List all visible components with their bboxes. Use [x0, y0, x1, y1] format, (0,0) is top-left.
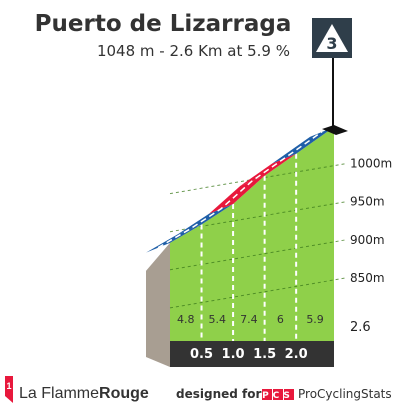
climb-title: Puerto de Lizarraga	[35, 11, 292, 37]
profile-area-polygon	[170, 127, 334, 341]
gradient-segment	[146, 224, 202, 253]
gradient-label: 6	[277, 313, 284, 326]
y-tick-label: 950m	[350, 195, 385, 209]
pcs-logo-letters: PCS	[262, 391, 294, 401]
profile-side-polygon	[146, 242, 170, 367]
y-tick-label: 1000m	[350, 157, 392, 171]
climb-subtitle: 1048 m - 2.6 Km at 5.9 %	[97, 42, 290, 60]
gradient-label: 4.8	[177, 313, 195, 326]
profile-area	[170, 127, 334, 341]
summit-cap	[322, 125, 348, 136]
distance-bar	[170, 341, 334, 367]
x-tick-label: 2.0	[285, 347, 308, 362]
laflammerouge-logo: 1	[5, 376, 13, 403]
gradient-label: 5.9	[306, 313, 324, 326]
km-dividers	[200, 153, 298, 341]
gradient-label: 5.4	[209, 313, 227, 326]
x-tick-label: 1.0	[222, 347, 245, 362]
pcs-name: ProCyclingStats	[298, 387, 392, 401]
route-centerline	[157, 131, 323, 249]
pcs-logo: PCS	[262, 389, 294, 401]
brand-suffix: Rouge	[99, 385, 149, 402]
x-tick-label: 0.5	[190, 347, 213, 362]
gradient-segment	[272, 127, 334, 164]
gradient-band	[146, 125, 348, 253]
profile-side-face	[146, 242, 170, 367]
x-tick-label: 1.5	[253, 347, 276, 362]
y-tick-label: 900m	[350, 233, 385, 247]
designed-for-text: designed for	[176, 387, 261, 401]
brand-name: La FlammeRouge	[19, 385, 149, 402]
distance-base	[170, 341, 334, 367]
gradient-label: 7.4	[240, 313, 258, 326]
svg-text:1: 1	[6, 381, 11, 391]
y-tick-label: 850m	[350, 271, 385, 285]
category-badge: 3	[312, 18, 352, 58]
chart-labels: 850m 900m 950m 1000m 4.8 5.4 7.4 6 5.9 0.5 1.0 1.5 2…	[177, 157, 392, 362]
category-label: 3	[326, 34, 337, 53]
brand-prefix: La Flamme	[19, 385, 99, 402]
x-end-label: 2.6	[350, 320, 371, 335]
